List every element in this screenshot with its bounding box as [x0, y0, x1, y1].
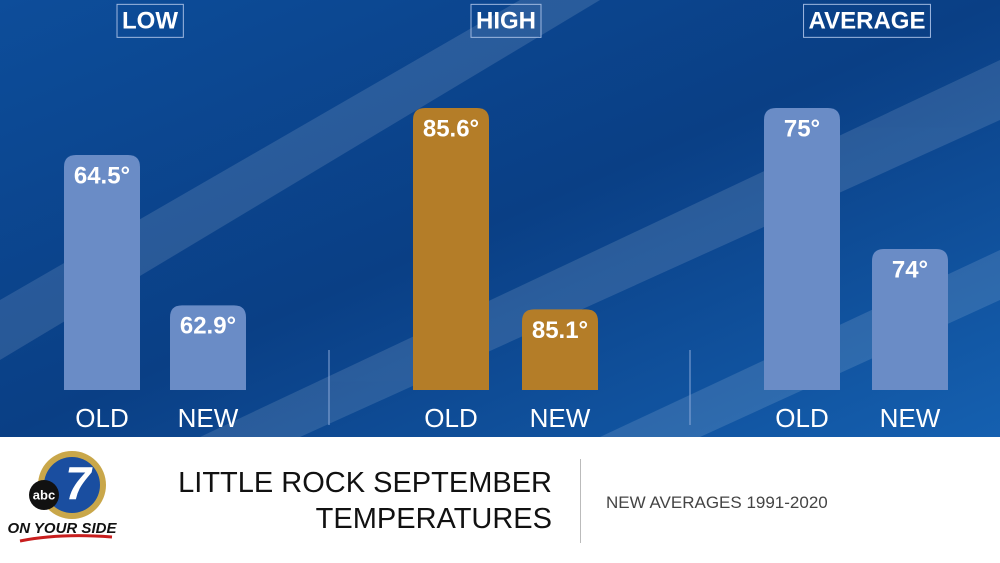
bar: [764, 108, 840, 390]
bar: [64, 155, 140, 390]
value-label: 62.9°: [180, 313, 236, 340]
logo-network: abc: [33, 487, 55, 502]
chart: LOW 64.5° OLD 62.9° NEW HIGH 85.6° OLD 85.1° NEW A…: [0, 0, 1000, 437]
panel-title-box: [470, 3, 542, 38]
logo: 7 abc ON YOUR SIDE: [8, 451, 118, 543]
value-label: 85.6°: [423, 115, 479, 142]
logo-abc-disc: [29, 480, 59, 510]
bar: [170, 305, 246, 390]
x-tick-label: OLD: [424, 403, 477, 433]
logo-channel: 7: [65, 457, 93, 509]
bar: [522, 309, 598, 390]
value-label: 64.5°: [74, 162, 130, 189]
bar: [872, 249, 948, 390]
x-tick-label: NEW: [880, 403, 941, 433]
footer-title: LITTLE ROCK SEPTEMBER TEMPERATURES: [178, 467, 552, 535]
bar: [413, 108, 489, 390]
panel-title-box: [803, 3, 931, 38]
value-label: 75°: [784, 115, 820, 142]
footer: 7 abc ON YOUR SIDE LITTLE ROCK SEPTEMBER…: [0, 437, 1000, 563]
panel-title-box: [116, 3, 184, 38]
x-tick-label: OLD: [775, 403, 828, 433]
x-tick-label: OLD: [75, 403, 128, 433]
x-tick-label: NEW: [530, 403, 591, 433]
panel-title: LOW: [122, 7, 178, 34]
panel-title: HIGH: [476, 7, 536, 34]
logo-swoosh: [19, 534, 113, 543]
x-tick-label: NEW: [178, 403, 239, 433]
logo-slogan: ON YOUR SIDE: [8, 520, 118, 537]
value-label: 74°: [892, 256, 928, 283]
value-label: 85.1°: [532, 317, 588, 344]
footer-separator: [580, 459, 581, 543]
footer-subtitle: NEW AVERAGES 1991-2020: [606, 493, 828, 512]
panel-title: AVERAGE: [809, 7, 926, 34]
